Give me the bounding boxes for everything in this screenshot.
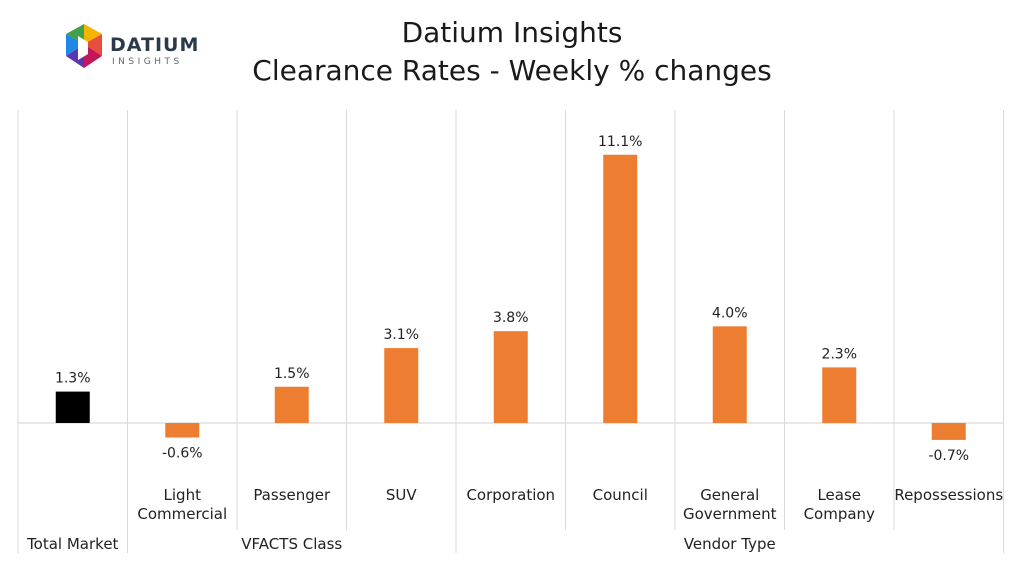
logo-subtext: INSIGHTS — [112, 57, 183, 67]
bar-4 — [493, 331, 528, 423]
category-label-8: Repossessions — [894, 486, 1003, 504]
category-label-1: Commercial — [137, 505, 227, 523]
category-label-3: SUV — [386, 486, 418, 504]
category-label-6: Government — [683, 505, 777, 523]
bar-5 — [603, 154, 638, 423]
category-label-6: General — [700, 486, 759, 504]
bar-8 — [931, 423, 966, 440]
data-label-7: 2.3% — [821, 346, 857, 362]
data-label-4: 3.8% — [493, 310, 529, 326]
category-label-1: Light — [164, 486, 202, 504]
datium-hexagon-icon — [66, 24, 102, 68]
category-label-4: Corporation — [466, 486, 555, 504]
group-label-vendor-type: Vendor Type — [684, 535, 776, 553]
category-label-5: Council — [593, 486, 648, 504]
data-label-8: -0.7% — [928, 448, 969, 464]
group-label-total-market: Total Market — [26, 535, 118, 553]
category-label-2: Passenger — [253, 486, 331, 504]
bar-2 — [274, 386, 309, 423]
bar-0 — [55, 391, 90, 423]
data-label-2: 1.5% — [274, 366, 310, 382]
bar-6 — [712, 326, 747, 423]
category-label-7: Lease — [817, 486, 861, 504]
logo-wordmark: DATIUM — [110, 34, 200, 56]
group-label-vfacts-class: VFACTS Class — [241, 535, 342, 553]
data-label-3: 3.1% — [383, 327, 419, 343]
data-label-0: 1.3% — [55, 371, 91, 387]
data-label-5: 11.1% — [598, 134, 642, 150]
bar-1 — [165, 423, 200, 438]
chart-title: Datium Insights — [401, 16, 623, 49]
chart-subtitle: Clearance Rates - Weekly % changes — [252, 54, 772, 87]
datium-logo: DATIUM INSIGHTS — [62, 22, 202, 78]
data-label-1: -0.6% — [162, 446, 203, 462]
bar-3 — [384, 348, 419, 423]
category-label-7: Company — [804, 505, 875, 523]
data-label-6: 4.0% — [712, 305, 748, 321]
bar-7 — [822, 367, 857, 423]
